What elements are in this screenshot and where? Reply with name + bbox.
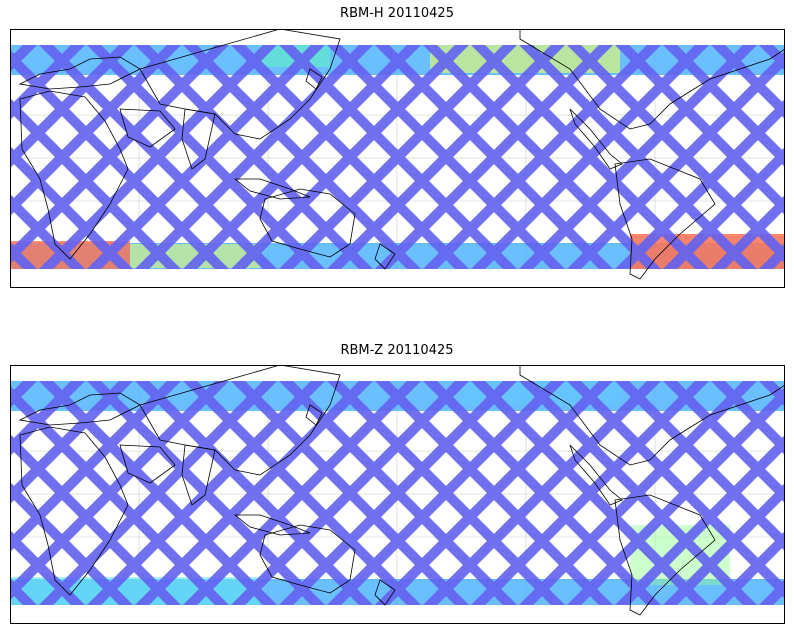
coastline-africa (19, 426, 129, 596)
orbit-tracks (10, 373, 785, 613)
orbit-track-ascending (614, 434, 785, 613)
coastline-new-zealand (374, 579, 396, 606)
uncovered-north (10, 29, 785, 45)
orbit-track-descending (710, 373, 785, 456)
coastline-japan (305, 404, 323, 426)
orbit-track-ascending (710, 530, 785, 613)
uncovered-north (10, 365, 785, 381)
coastline-north-america (519, 29, 785, 130)
coastline-south-america (614, 158, 716, 280)
map-panel-rbm-z (10, 365, 785, 624)
coastline-europe (18, 56, 141, 90)
coastline-arabia (119, 444, 176, 484)
coastline-australia (259, 188, 356, 258)
coastlines (18, 29, 785, 280)
orbit-track-ascending (662, 482, 785, 613)
uncovered-south (10, 605, 785, 624)
orbit-track-ascending (614, 98, 785, 277)
coastline-north-america (519, 365, 785, 466)
map-panel-rbm-h (10, 29, 785, 288)
map-frame (10, 365, 785, 624)
coastline-europe (18, 392, 141, 426)
orbit-tracks (10, 37, 785, 277)
map-canvas-rbm-h (10, 29, 785, 288)
orbit-track-ascending (662, 146, 785, 277)
uncovered-south (10, 269, 785, 288)
orbit-track-ascending (710, 194, 785, 277)
map-canvas-rbm-z (10, 365, 785, 624)
coastline-indonesia (233, 514, 311, 536)
coastline-asia (139, 29, 341, 140)
coastline-central-america (569, 108, 623, 170)
coastlines (18, 365, 785, 616)
coastline-asia (139, 365, 341, 476)
map-frame (10, 29, 785, 288)
coastline-new-zealand (374, 243, 396, 270)
coastline-indonesia (233, 178, 311, 200)
coastline-africa (19, 90, 129, 260)
panel-title-rbm-z: RBM-Z 20110425 (340, 343, 454, 358)
coastline-central-america (569, 444, 623, 506)
orbit-track-descending (710, 37, 785, 120)
coastline-south-america (614, 494, 716, 616)
coastline-arabia (119, 108, 176, 148)
coastline-australia (259, 524, 356, 594)
coastline-japan (305, 68, 323, 90)
panel-title-rbm-h: RBM-H 20110425 (340, 6, 454, 21)
